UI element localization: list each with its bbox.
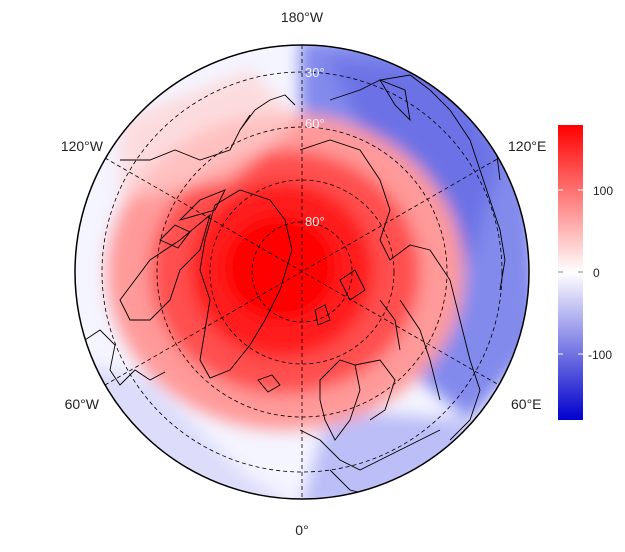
lon-label-bottom: 0° bbox=[295, 522, 308, 538]
colorbar-tick-100: 100 bbox=[593, 184, 613, 198]
lon-label-top: 180°W bbox=[281, 9, 324, 25]
lon-label-lower-right: 60°E bbox=[511, 396, 542, 412]
anomaly-field bbox=[75, 45, 529, 499]
lat-circle-75 bbox=[209, 179, 395, 365]
lat-label-80: 80° bbox=[305, 214, 325, 229]
greenland-outline bbox=[199, 189, 293, 379]
north-america-outline bbox=[84, 329, 166, 386]
meridian-lines bbox=[104, 45, 500, 499]
lat-circle-45 bbox=[101, 71, 503, 473]
siberia-outline bbox=[299, 139, 431, 261]
canadian-archipelago-outline bbox=[119, 213, 211, 321]
lon-label-upper-left: 120°W bbox=[61, 138, 104, 154]
map-boundary bbox=[74, 44, 530, 500]
iceland-outline bbox=[257, 374, 281, 393]
meridian-120W-60E bbox=[104, 157, 500, 386]
lon-label-lower-left: 60°W bbox=[65, 396, 100, 412]
coastlines bbox=[84, 74, 506, 496]
colorbar: 100 0 -100 bbox=[558, 125, 613, 420]
lat-label-30: 30° bbox=[305, 65, 325, 80]
lat-label-60: 60° bbox=[305, 116, 325, 131]
lon-label-upper-right: 120°E bbox=[508, 138, 546, 154]
colorbar-tick-0: 0 bbox=[593, 266, 600, 280]
scandinavia-outline bbox=[319, 359, 361, 441]
colorbar-tick-neg100: -100 bbox=[588, 348, 612, 362]
europe-outline bbox=[299, 429, 441, 471]
